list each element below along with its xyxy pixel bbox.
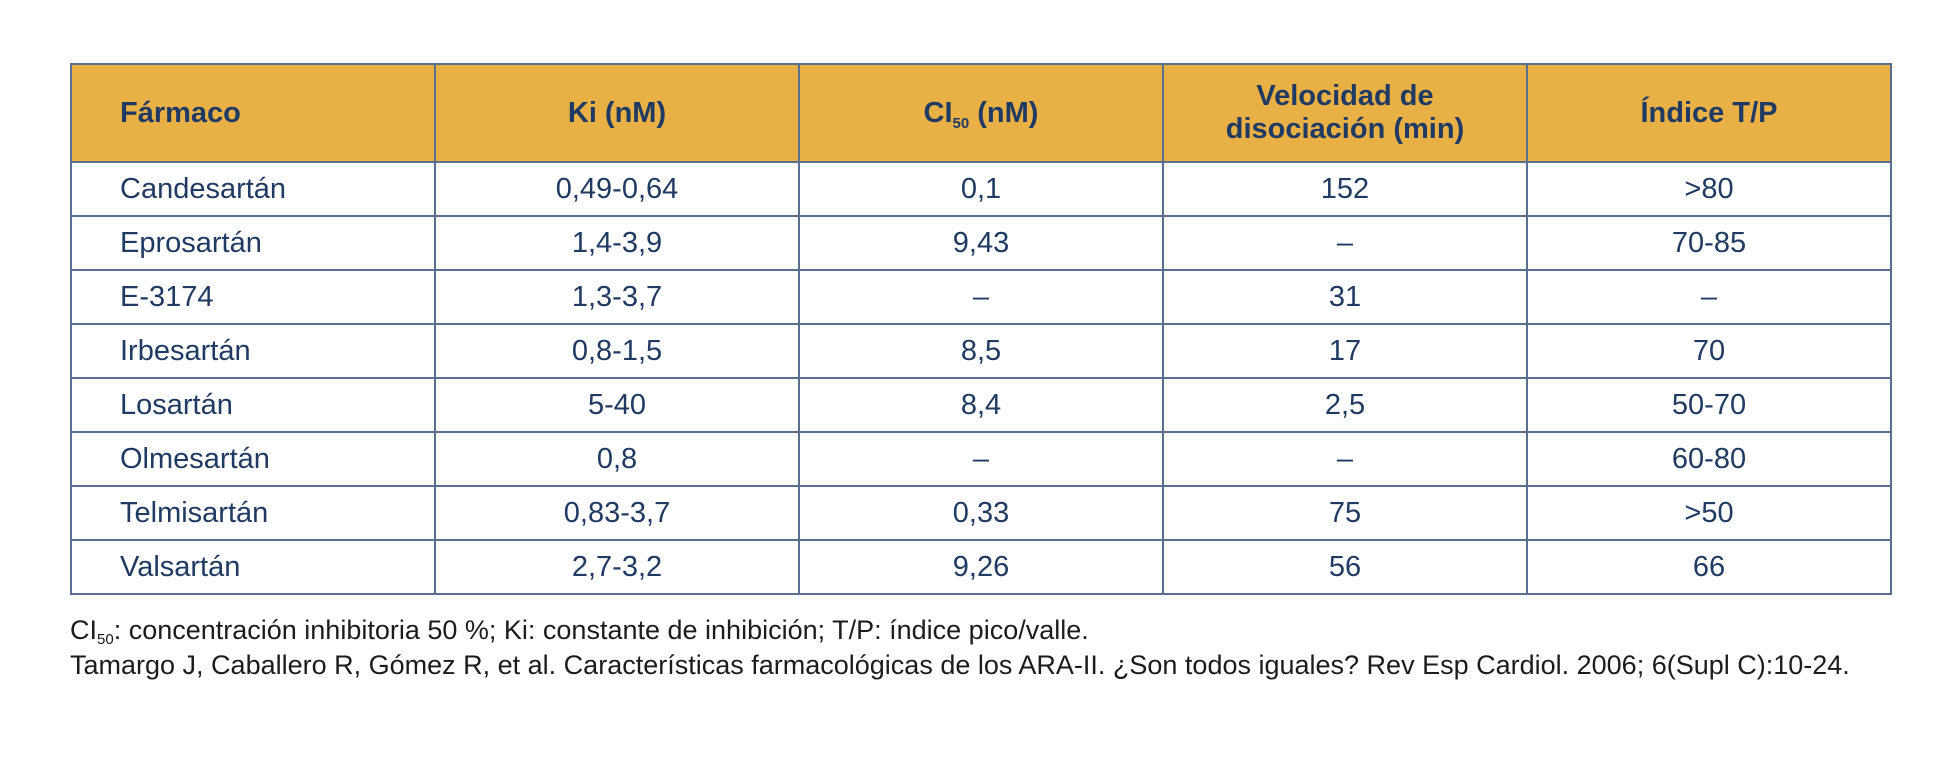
cell-ci50: – — [798, 431, 1164, 487]
table-row: Eprosartán 1,4-3,9 9,43 – 70-85 — [70, 215, 1892, 271]
table-row: Olmesartán 0,8 – – 60-80 — [70, 431, 1892, 487]
cell-tp: 70 — [1526, 323, 1892, 379]
cell-tp: 70-85 — [1526, 215, 1892, 271]
cell-tp: 50-70 — [1526, 377, 1892, 433]
cell-ki: 1,3-3,7 — [434, 269, 800, 325]
abbrev-subscript: 50 — [97, 631, 114, 648]
table-row: E-3174 1,3-3,7 – 31 – — [70, 269, 1892, 325]
cell-ci50: 0,1 — [798, 161, 1164, 217]
cell-ci50: 9,43 — [798, 215, 1164, 271]
cell-drug: Irbesartán — [70, 323, 436, 379]
cell-tp: 60-80 — [1526, 431, 1892, 487]
table-header: Fármaco Ki (nM) CI50 (nM) Velocidad de di… — [70, 63, 1892, 163]
header-ci50-subscript: 50 — [952, 114, 970, 132]
cell-ci50: 8,5 — [798, 323, 1164, 379]
cell-dissociation: 31 — [1162, 269, 1528, 325]
cell-drug: E-3174 — [70, 269, 436, 325]
table-row: Irbesartán 0,8-1,5 8,5 17 70 — [70, 323, 1892, 379]
cell-tp: – — [1526, 269, 1892, 325]
header-ci50: CI50 (nM) — [798, 63, 1164, 163]
table-row: Losartán 5-40 8,4 2,5 50-70 — [70, 377, 1892, 433]
cell-ki: 0,83-3,7 — [434, 485, 800, 541]
cell-tp: >50 — [1526, 485, 1892, 541]
table-footnotes: CI50: concentración inhibitoria 50 %; Ki… — [70, 613, 1900, 683]
cell-drug: Valsartán — [70, 539, 436, 595]
cell-dissociation: – — [1162, 431, 1528, 487]
header-ki: Ki (nM) — [434, 63, 800, 163]
cell-ci50: 8,4 — [798, 377, 1164, 433]
cell-drug: Candesartán — [70, 161, 436, 217]
cell-drug: Losartán — [70, 377, 436, 433]
table-body: Candesartán 0,49-0,64 0,1 152 >80 Eprosa… — [70, 161, 1892, 595]
header-dissociation-line2: disociación (min) — [1225, 113, 1465, 145]
cell-ki: 0,8 — [434, 431, 800, 487]
arb-pharmacology-table: Fármaco Ki (nM) CI50 (nM) Velocidad de di… — [70, 63, 1892, 595]
cell-ki: 0,49-0,64 — [434, 161, 800, 217]
cell-dissociation: 75 — [1162, 485, 1528, 541]
cell-ci50: 9,26 — [798, 539, 1164, 595]
cell-ki: 5-40 — [434, 377, 800, 433]
cell-ki: 1,4-3,9 — [434, 215, 800, 271]
table-row: Candesartán 0,49-0,64 0,1 152 >80 — [70, 161, 1892, 217]
cell-ki: 0,8-1,5 — [434, 323, 800, 379]
cell-dissociation: 56 — [1162, 539, 1528, 595]
cell-drug: Telmisartán — [70, 485, 436, 541]
cell-ki: 2,7-3,2 — [434, 539, 800, 595]
header-drug: Fármaco — [70, 63, 436, 163]
cell-tp: 66 — [1526, 539, 1892, 595]
header-dissociation-line1: Velocidad de — [1256, 80, 1434, 112]
header-tp-index: Índice T/P — [1526, 63, 1892, 163]
header-ci50-suffix: (nM) — [969, 96, 1039, 129]
header-dissociation: Velocidad de disociación (min) — [1162, 63, 1528, 163]
abbrev-prefix: CI — [70, 615, 97, 645]
cell-dissociation: 17 — [1162, 323, 1528, 379]
header-ci50-prefix: CI — [923, 96, 953, 129]
cell-ci50: – — [798, 269, 1164, 325]
abbreviations-note: CI50: concentración inhibitoria 50 %; Ki… — [70, 613, 1900, 648]
cell-dissociation: 152 — [1162, 161, 1528, 217]
header-row: Fármaco Ki (nM) CI50 (nM) Velocidad de di… — [70, 63, 1892, 163]
cell-drug: Eprosartán — [70, 215, 436, 271]
cell-drug: Olmesartán — [70, 431, 436, 487]
data-table-container: Fármaco Ki (nM) CI50 (nM) Velocidad de di… — [70, 63, 1892, 595]
cell-tp: >80 — [1526, 161, 1892, 217]
table-row: Valsartán 2,7-3,2 9,26 56 66 — [70, 539, 1892, 595]
cell-ci50: 0,33 — [798, 485, 1164, 541]
reference-note: Tamargo J, Caballero R, Gómez R, et al. … — [70, 650, 1850, 680]
cell-dissociation: 2,5 — [1162, 377, 1528, 433]
table-row: Telmisartán 0,83-3,7 0,33 75 >50 — [70, 485, 1892, 541]
abbrev-text: : concentración inhibitoria 50 %; Ki: co… — [113, 615, 1089, 645]
cell-dissociation: – — [1162, 215, 1528, 271]
